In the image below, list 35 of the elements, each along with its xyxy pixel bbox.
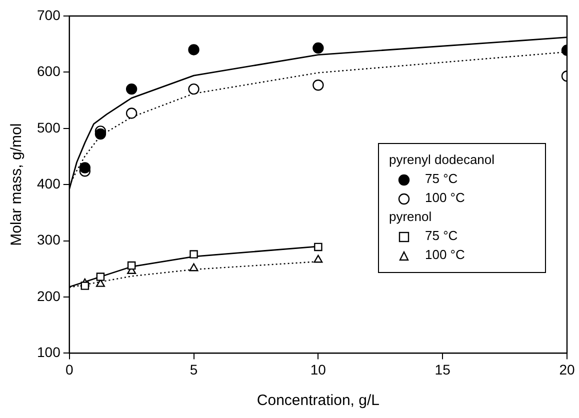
y-tick-label: 400 <box>37 175 61 192</box>
point <box>126 83 138 95</box>
point <box>94 128 106 140</box>
point <box>80 282 90 290</box>
point <box>190 250 198 258</box>
y-axis-title: Molar mass, g/mol <box>8 123 26 246</box>
point <box>314 242 322 252</box>
y-tick-label: 700 <box>37 6 61 23</box>
annotation: pyrenyl dodecanol <box>389 151 496 169</box>
y-tick-label: 100 <box>37 344 61 360</box>
point <box>312 80 324 91</box>
point <box>79 162 91 174</box>
y-tick-label: 500 <box>37 119 61 136</box>
x-tick-label: 0 <box>65 361 74 378</box>
point <box>312 42 324 54</box>
point <box>314 254 323 263</box>
legend-label: 100 °C <box>425 247 465 262</box>
legend-label: 75 °C <box>425 171 458 186</box>
point <box>127 261 136 270</box>
legend-label: 75 °C <box>425 228 458 243</box>
x-tick-label: 5 <box>190 361 198 378</box>
legend-label: 100 °C <box>425 190 465 205</box>
annotation: pyrenol <box>389 208 433 226</box>
point <box>189 263 198 272</box>
x-axis-title: Concentration, g/L <box>256 392 380 410</box>
x-tick-label: 10 <box>310 361 326 378</box>
point <box>188 44 200 56</box>
point <box>96 272 105 281</box>
x-tick-label: 20 <box>559 361 575 378</box>
y-tick-label: 200 <box>37 288 61 304</box>
x-tick-label: 15 <box>434 361 451 378</box>
point <box>126 108 138 119</box>
y-tick-label: 300 <box>37 232 61 248</box>
point <box>188 83 200 95</box>
y-tick-label: 600 <box>37 63 61 80</box>
